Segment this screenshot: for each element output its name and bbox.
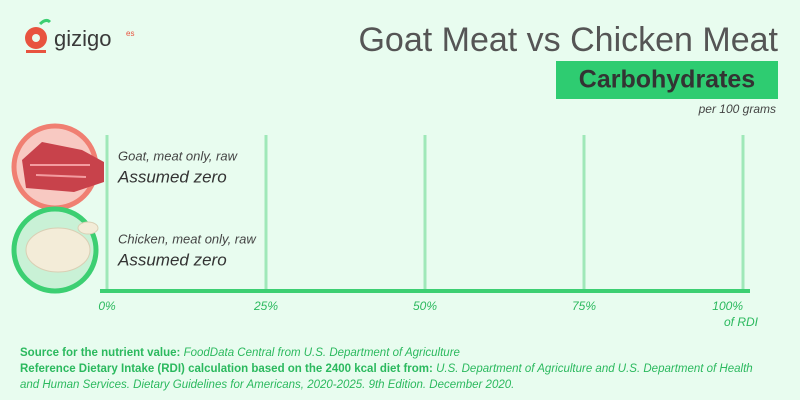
x-tick-label: 75%: [572, 299, 596, 313]
logo-suffix: es: [126, 29, 134, 38]
chart-note: per 100 grams: [698, 102, 776, 116]
value-label: Assumed zero: [117, 250, 227, 269]
x-axis-label: of RDI: [724, 315, 759, 329]
goat-icon: [11, 123, 104, 211]
value-label: Assumed zero: [117, 167, 227, 186]
category-label: Chicken, meat only, raw: [118, 231, 257, 246]
x-tick-label: 100%: [712, 299, 743, 313]
source-label: Reference Dietary Intake (RDI) calculati…: [20, 363, 433, 375]
chicken-icon: [11, 206, 99, 294]
logo-name: gizigo: [54, 26, 111, 51]
source-text: FoodData Central from U.S. Department of…: [183, 347, 460, 359]
source-text: U.S. Department of Agriculture and U.S. …: [20, 363, 753, 391]
logo: [25, 18, 52, 53]
source-1: Source for the nutrient value: FoodData …: [20, 345, 760, 361]
chart-title: Goat Meat vs Chicken Meat: [358, 21, 778, 59]
x-tick-label: 50%: [413, 299, 437, 313]
subtitle-box: [556, 61, 778, 99]
category-label: Goat, meat only, raw: [118, 148, 239, 163]
x-tick-label: 25%: [253, 299, 278, 313]
plot-area: 0% 25% 50% 75% 100% of RDI Goat, meat only, ra…: [98, 135, 759, 329]
source-label: Source for the nutrient value:: [20, 347, 181, 359]
source-2: Reference Dietary Intake (RDI) calculati…: [20, 361, 760, 393]
x-tick-label: 0%: [98, 299, 116, 313]
chart-subtitle: Carbohydrates: [579, 66, 755, 94]
